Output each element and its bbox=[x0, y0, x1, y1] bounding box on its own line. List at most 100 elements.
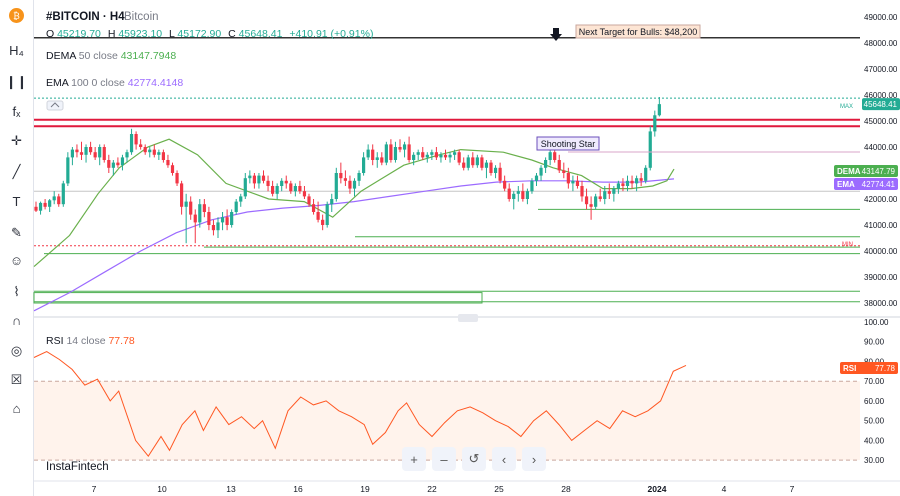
ema-value: 42774.4148 bbox=[127, 77, 184, 89]
candle-body bbox=[289, 183, 293, 192]
candle-body bbox=[52, 196, 56, 201]
zoom-out-icon[interactable]: – bbox=[432, 447, 456, 471]
text-icon[interactable]: T bbox=[12, 194, 21, 209]
candle-body bbox=[211, 225, 216, 231]
candles-icon[interactable]: ❙❙ bbox=[5, 73, 28, 89]
cross-icon[interactable]: ✛ bbox=[11, 132, 22, 148]
rsi-badge-bg bbox=[840, 362, 898, 374]
candle-body bbox=[111, 162, 115, 168]
bottom-controls: + – ↺ ‹ › bbox=[402, 447, 546, 471]
candle-body bbox=[512, 193, 516, 199]
zoom-in-icon[interactable]: + bbox=[402, 447, 426, 471]
bitcoin-logo-icon[interactable]: ₿ bbox=[9, 8, 24, 23]
scroll-left-icon[interactable]: ‹ bbox=[492, 447, 516, 471]
h4-timeframe-icon[interactable]: H₄ bbox=[9, 43, 24, 58]
dema-params: 50 close bbox=[78, 50, 118, 62]
pattern-icon[interactable]: ⌇ bbox=[13, 283, 20, 299]
candle-body bbox=[612, 188, 616, 194]
rsi-axis-tick: 40.00 bbox=[864, 436, 885, 445]
candle-body bbox=[425, 154, 429, 158]
candle-body bbox=[484, 162, 489, 168]
candle-body bbox=[639, 178, 643, 181]
candle-body bbox=[93, 152, 97, 158]
candle-body bbox=[521, 191, 525, 199]
candle-body bbox=[384, 144, 388, 163]
candle-body bbox=[275, 186, 279, 194]
candle-body bbox=[357, 173, 361, 181]
candle-body bbox=[635, 178, 639, 184]
candle-body bbox=[562, 170, 566, 173]
candle-body bbox=[284, 180, 288, 184]
lock-icon[interactable]: ⌂ bbox=[12, 401, 21, 416]
rsi-legend[interactable]: RSI 14 close 77.78 bbox=[46, 335, 135, 347]
candle-body bbox=[389, 144, 393, 160]
pane-resize-handle bbox=[458, 314, 478, 322]
candle-body bbox=[57, 196, 61, 205]
candle-body bbox=[507, 188, 511, 199]
ema-params: 100 0 close bbox=[71, 77, 125, 89]
candle-body bbox=[362, 157, 366, 173]
time-axis-tick: 7 bbox=[790, 484, 795, 494]
magnet-icon[interactable]: ∩ bbox=[11, 313, 22, 328]
candle-body bbox=[239, 196, 243, 202]
min-label: MIN bbox=[842, 242, 853, 248]
candle-body bbox=[343, 178, 347, 181]
candle-body bbox=[530, 180, 534, 192]
price-axis-bg bbox=[860, 0, 900, 496]
candle-body bbox=[257, 175, 261, 184]
rsi-axis-tick: 80.00 bbox=[864, 357, 885, 366]
candle-body bbox=[575, 180, 580, 186]
rsi-axis-tick: 100.00 bbox=[864, 318, 889, 327]
candle-body bbox=[230, 212, 234, 225]
high-value: 45923.10 bbox=[118, 28, 163, 40]
candle-body bbox=[34, 206, 38, 211]
dema-badge-label: DEMA bbox=[837, 167, 861, 176]
time-axis-tick: 25 bbox=[494, 484, 504, 494]
candle-body bbox=[61, 183, 65, 205]
close-label: C bbox=[228, 28, 236, 40]
reset-icon[interactable]: ↺ bbox=[462, 447, 486, 471]
candle-body bbox=[607, 191, 611, 194]
candle-body bbox=[584, 196, 589, 205]
candle-body bbox=[598, 196, 602, 199]
candle-body bbox=[412, 154, 416, 160]
brush-icon[interactable]: ✎ bbox=[11, 224, 22, 240]
formula-icon[interactable]: fₓ bbox=[12, 104, 21, 119]
max-label: MAX bbox=[840, 104, 853, 110]
rsi-badge-value: 77.78 bbox=[875, 364, 896, 373]
candle-body bbox=[170, 165, 175, 173]
candle-body bbox=[107, 160, 111, 168]
scroll-right-icon[interactable]: › bbox=[522, 447, 546, 471]
dema-value: 43147.7948 bbox=[120, 50, 177, 62]
time-axis-tick: 10 bbox=[157, 484, 167, 494]
dema-legend[interactable]: DEMA 50 close 43147.7948 bbox=[46, 50, 176, 62]
candle-body bbox=[589, 204, 593, 207]
shooting-star-label: Shooting Star bbox=[541, 139, 596, 149]
candle-body bbox=[603, 191, 607, 199]
shooting-star-box bbox=[536, 136, 600, 151]
candle-body bbox=[503, 180, 507, 189]
chevron-up-icon bbox=[50, 102, 60, 108]
lines-icon[interactable]: ╱ bbox=[12, 163, 21, 179]
rsi-axis-tick: 50.00 bbox=[864, 417, 885, 426]
ema-legend[interactable]: EMA 100 0 close 42774.4148 bbox=[46, 77, 183, 89]
candle-body bbox=[334, 173, 338, 199]
candle-body bbox=[48, 200, 52, 207]
candle-body bbox=[248, 175, 252, 179]
candle-body bbox=[648, 131, 652, 168]
candle-body bbox=[480, 157, 484, 168]
candle-body bbox=[307, 196, 311, 205]
candle-body bbox=[339, 173, 343, 179]
support-box bbox=[33, 292, 483, 304]
candle-body bbox=[493, 167, 498, 173]
down-arrow-icon bbox=[550, 28, 562, 41]
trash-icon[interactable]: ☒ bbox=[10, 371, 23, 387]
candle-body bbox=[498, 167, 502, 181]
candle-body bbox=[421, 152, 425, 158]
hide-icon[interactable]: ◎ bbox=[10, 342, 23, 358]
price-axis-tick: 40000.00 bbox=[864, 247, 898, 256]
emoji-icon[interactable]: ☺ bbox=[9, 253, 24, 268]
candle-body bbox=[471, 157, 475, 166]
rsi-params: 14 close bbox=[66, 335, 106, 347]
